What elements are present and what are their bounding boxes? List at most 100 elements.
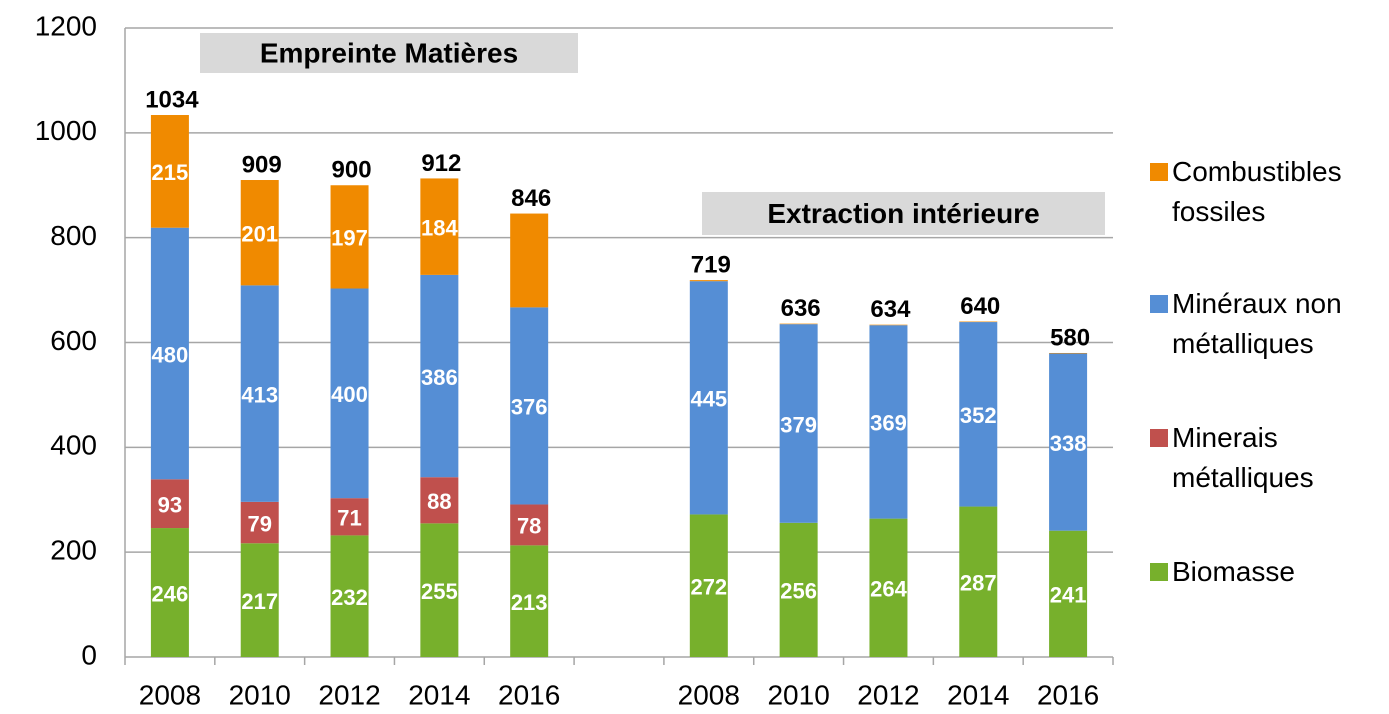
bar-segment (150, 115, 189, 228)
total-label: 636 (781, 295, 821, 322)
y-tick-label: 0 (81, 639, 97, 670)
bar-segment (420, 523, 459, 657)
bar-segment (1049, 530, 1088, 657)
legend-swatch (1150, 563, 1168, 581)
data-label: 215 (152, 160, 189, 185)
bar-segment (1049, 352, 1088, 354)
x-tick-label: 2016 (1037, 679, 1099, 710)
data-label: 264 (870, 577, 907, 602)
bar-segment (420, 178, 459, 275)
data-label: 338 (1050, 431, 1087, 456)
legend-swatch (1150, 429, 1168, 447)
legend-label: Biomasse (1172, 556, 1295, 587)
data-label: 376 (511, 395, 548, 420)
bar-segment (510, 213, 549, 308)
x-tick-label: 2014 (408, 679, 470, 710)
bar-segment (689, 280, 728, 282)
bar-segment (330, 185, 369, 289)
data-label: 256 (780, 579, 817, 604)
y-tick-label: 600 (50, 325, 97, 356)
data-label: 93 (158, 492, 182, 517)
data-label: 71 (337, 506, 361, 531)
bar-segment (689, 514, 728, 657)
bar-segment (150, 528, 189, 657)
data-label: 272 (690, 575, 727, 600)
data-label: 445 (690, 387, 727, 412)
annotation: Empreinte Matières (260, 37, 518, 68)
bar-segment (959, 321, 998, 323)
annotation: Extraction intérieure (767, 198, 1039, 229)
data-label: 287 (960, 571, 997, 596)
bar-segment (869, 325, 908, 519)
annotation-box (702, 192, 1105, 235)
data-label: 241 (1050, 583, 1087, 608)
data-label: 352 (960, 403, 997, 428)
data-label: 246 (152, 581, 189, 606)
x-tick-label: 2012 (318, 679, 380, 710)
total-label: 912 (421, 150, 461, 177)
legend-label: Minerais métalliques (1172, 422, 1314, 493)
total-label: 909 (242, 151, 282, 178)
y-tick-label: 400 (50, 430, 97, 461)
data-label: 79 (247, 511, 271, 536)
total-label: 846 (511, 185, 551, 212)
data-label: 255 (421, 579, 458, 604)
x-tick-label: 2008 (678, 679, 740, 710)
x-tick-label: 2014 (947, 679, 1009, 710)
bar-segment (240, 180, 279, 286)
bar-segment (959, 506, 998, 657)
y-tick-label: 1000 (35, 115, 97, 146)
data-label: 386 (421, 365, 458, 390)
bar-segment (510, 545, 549, 657)
bar-segment (869, 518, 908, 657)
data-label: 232 (331, 585, 368, 610)
bar-segment (330, 535, 369, 657)
data-label: 78 (517, 514, 541, 539)
bar-segment (330, 498, 369, 536)
bar-segment (420, 477, 459, 524)
bar-segment (240, 285, 279, 502)
annotation-box (200, 33, 578, 73)
legend-swatch (1150, 295, 1168, 313)
bar-segment (240, 543, 279, 657)
legend-label: Combustibles fossiles (1172, 156, 1342, 227)
data-label: 369 (870, 411, 907, 436)
bar-segment (420, 274, 459, 478)
total-label: 1034 (145, 86, 199, 113)
data-label: 480 (152, 342, 189, 367)
total-label: 719 (691, 251, 731, 278)
bar-segment (959, 322, 998, 507)
y-tick-label: 1200 (35, 10, 97, 41)
bar-segment (689, 281, 728, 515)
bar-segment (240, 501, 279, 544)
data-label: 184 (421, 215, 458, 240)
total-label: 640 (960, 293, 1000, 320)
bar-segment (869, 324, 908, 326)
data-label: 213 (511, 590, 548, 615)
bar-segment (510, 307, 549, 505)
data-label: 217 (241, 589, 278, 614)
data-label: 400 (331, 382, 368, 407)
x-tick-label: 2012 (857, 679, 919, 710)
total-label: 580 (1050, 324, 1090, 351)
y-tick-label: 200 (50, 535, 97, 566)
bar-segment (779, 522, 818, 657)
x-tick-label: 2010 (767, 679, 829, 710)
x-tick-label: 2016 (498, 679, 560, 710)
data-label: 197 (331, 226, 368, 251)
total-label: 634 (870, 296, 911, 323)
x-tick-label: 2010 (229, 679, 291, 710)
data-label: 413 (241, 382, 278, 407)
x-tick-label: 2008 (139, 679, 201, 710)
bar-segment (510, 504, 549, 546)
total-label: 900 (332, 157, 372, 184)
data-label: 88 (427, 489, 451, 514)
data-label: 379 (780, 412, 817, 437)
legend-label: Minéraux non métalliques (1172, 288, 1342, 359)
y-tick-label: 800 (50, 220, 97, 251)
bar-segment (330, 288, 369, 499)
bar-segment (1049, 353, 1088, 531)
legend-swatch (1150, 163, 1168, 181)
